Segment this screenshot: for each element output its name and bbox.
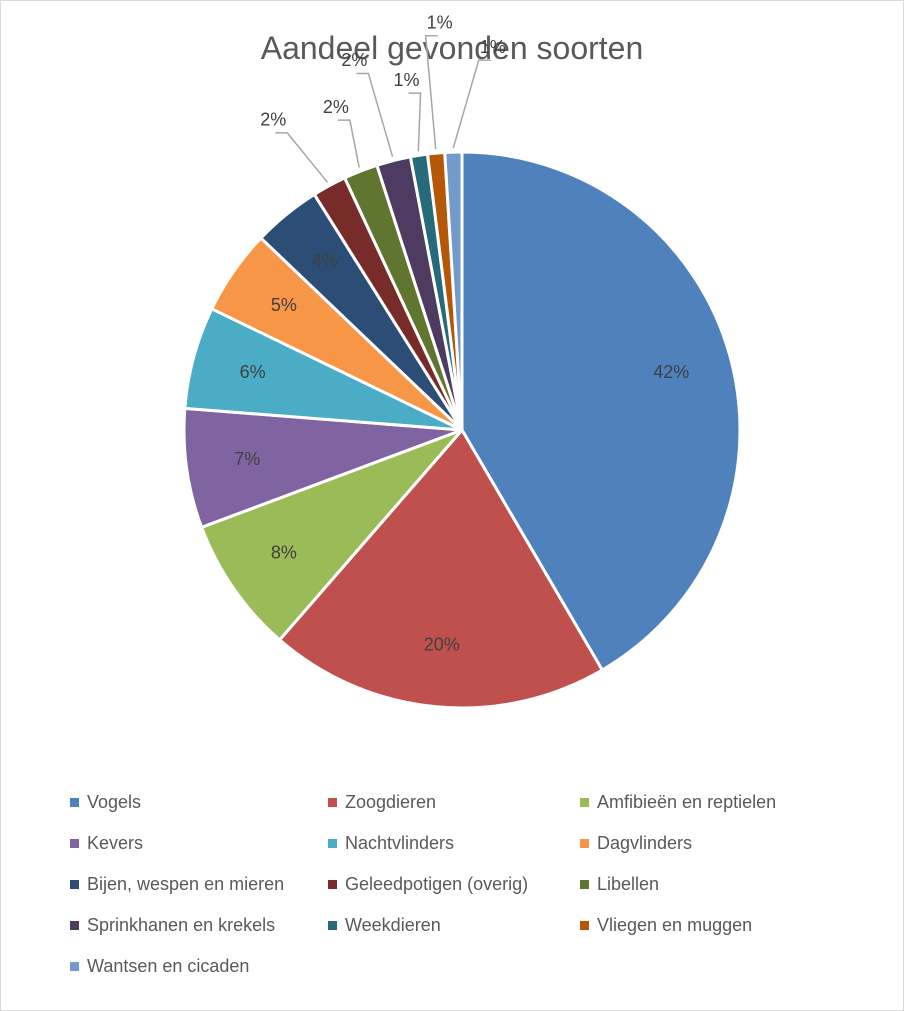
data-label-7: 2% (260, 110, 286, 130)
legend-item: Nachtvlinders (328, 831, 454, 855)
legend-item: Amfibieën en reptielen (580, 790, 776, 814)
data-label-1: 20% (424, 635, 460, 655)
legend-item: Vliegen en muggen (580, 913, 752, 937)
legend-swatch (328, 920, 337, 930)
data-label-6: 4% (312, 251, 338, 271)
leader-line-7 (275, 132, 328, 183)
legend-swatch (70, 838, 79, 848)
legend-item: Kevers (70, 831, 143, 855)
data-label-11: 1% (427, 12, 453, 32)
leader-line-11 (424, 34, 438, 150)
legend-item: Zoogdieren (328, 790, 436, 814)
legend-label: Sprinkhanen en krekels (87, 914, 276, 935)
legend-label: Bijen, wespen en mieren (87, 873, 285, 894)
legend-item: Dagvlinders (580, 831, 692, 855)
data-label-12: 1% (480, 37, 506, 57)
pie-slice-3 (182, 406, 463, 530)
legend-swatch (580, 838, 589, 848)
legend-label: Zoogdieren (345, 791, 437, 812)
legend-item: Wantsen en cicaden (70, 954, 249, 978)
data-label-9: 2% (341, 50, 367, 70)
pie-slice-12 (443, 150, 464, 431)
legend-label: Geleedpotigen (overig) (345, 873, 529, 894)
data-label-0: 42% (653, 362, 689, 382)
pie-slice-1 (277, 427, 605, 710)
legend-swatch (328, 879, 337, 889)
legend-swatch (70, 797, 79, 807)
legend-swatch (70, 879, 79, 889)
legend-label: Wantsen en cicaden (87, 955, 250, 976)
pie-chart: 42% 20% 8% 7% 6% 5% 4% 2% 2% 2% 1% 1% 1% (182, 12, 742, 710)
data-label-5: 5% (271, 295, 297, 315)
legend-label: Libellen (597, 873, 660, 894)
legend-swatch (328, 838, 337, 848)
legend-item: Bijen, wespen en mieren (70, 872, 284, 896)
legend-swatch (328, 797, 337, 807)
legend-label: Vogels (87, 791, 142, 812)
data-label-8: 2% (323, 97, 349, 117)
leader-line-10 (408, 92, 422, 152)
leader-line-9 (356, 72, 394, 157)
legend-swatch (580, 879, 589, 889)
data-label-4: 6% (240, 362, 266, 382)
legend-swatch (580, 920, 589, 930)
legend-swatch (70, 920, 79, 930)
legend-label: Kevers (87, 832, 144, 853)
legend-item: Sprinkhanen en krekels (70, 913, 275, 937)
legend-label: Dagvlinders (597, 832, 693, 853)
legend-label: Amfibieën en reptielen (597, 791, 777, 812)
legend-item: Vogels (70, 790, 141, 814)
pie-slice-0 (460, 150, 742, 673)
pie-slice-2 (199, 428, 464, 642)
chart-title: Aandeel gevonden soorten (260, 30, 644, 66)
legend-label: Weekdieren (345, 914, 441, 935)
legend-swatch (580, 797, 589, 807)
data-label-10: 1% (394, 70, 420, 90)
legend-label: Vliegen en muggen (597, 914, 753, 935)
data-label-2: 8% (271, 542, 297, 562)
leader-line-12 (452, 59, 491, 149)
legend-label: Nachtvlinders (345, 832, 455, 853)
legend-item: Libellen (580, 872, 659, 896)
legend-item: Weekdieren (328, 913, 441, 937)
legend-swatch (70, 961, 79, 971)
data-label-3: 7% (234, 449, 260, 469)
legend-item: Geleedpotigen (overig) (328, 872, 528, 896)
leader-line-8 (337, 119, 360, 168)
